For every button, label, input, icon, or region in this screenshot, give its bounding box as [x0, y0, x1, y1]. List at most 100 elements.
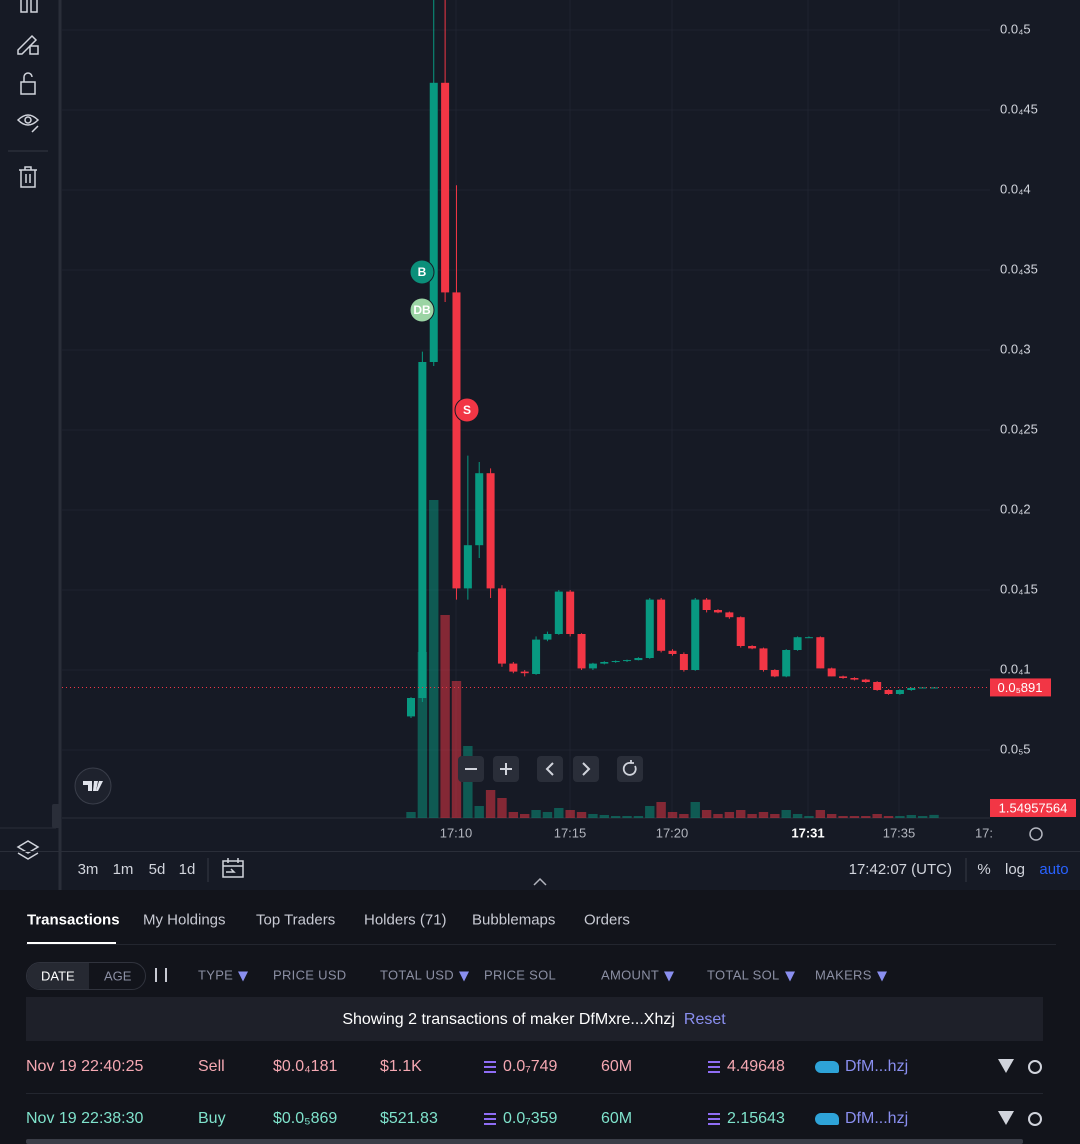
candle-layer	[407, 0, 939, 718]
whale-icon	[815, 1113, 839, 1125]
volume-bar	[849, 816, 860, 818]
tab[interactable]: My Holdings	[143, 911, 226, 929]
interval-button[interactable]: 1m	[113, 861, 134, 878]
scroll-right-button[interactable]	[573, 756, 599, 782]
table-cell: 60M	[601, 1058, 633, 1075]
trade-marker	[409, 297, 435, 323]
tool-icon[interactable]	[20, 72, 36, 95]
candle-body	[407, 698, 415, 717]
chart: 0.0₄5 0.0₄45 0.0₄4 0.0₄35 0.0₄3 0.0₄25 0.0₄2 0.…	[0, 0, 1080, 890]
table-cell: Buy	[198, 1110, 226, 1127]
candle-body	[748, 646, 757, 649]
tab[interactable]: Holders (71)	[364, 911, 447, 929]
table-cell: $1.1K	[380, 1058, 422, 1075]
table-cell: 0.0₇749	[503, 1058, 558, 1075]
table-cell: Nov 19 22:40:25	[26, 1058, 144, 1075]
scale-option[interactable]: %	[977, 861, 990, 878]
collapse-handle[interactable]	[52, 804, 61, 828]
volume-bar	[701, 810, 712, 818]
tool-icon[interactable]	[20, 0, 38, 13]
reset-button[interactable]	[617, 756, 643, 782]
trade-marker-label[interactable]: DB	[413, 303, 431, 317]
candle-body	[623, 660, 632, 662]
candle-body	[452, 292, 461, 589]
filter-icon[interactable]	[238, 971, 249, 982]
volume-bar	[520, 814, 530, 818]
scroll-left-button[interactable]	[537, 756, 563, 782]
volume-bar	[713, 814, 723, 818]
interval-button[interactable]: 1d	[179, 861, 196, 878]
sort-icon[interactable]	[155, 968, 167, 982]
volume-bar	[826, 814, 837, 818]
scale-option[interactable]: log	[1005, 861, 1025, 878]
x-tick-label: 17:15	[554, 825, 587, 840]
reset-link[interactable]: Reset	[683, 1011, 726, 1028]
tool-icon[interactable]	[17, 34, 39, 55]
icon	[582, 762, 591, 776]
candle-body	[770, 670, 779, 677]
tool-icon[interactable]	[16, 114, 40, 133]
filter-icon[interactable]	[876, 971, 887, 982]
y-tick-label: 0.0₄45	[1000, 101, 1038, 116]
track-action[interactable]	[1028, 1060, 1042, 1074]
volume-bar	[917, 816, 928, 818]
tab-underline	[27, 942, 116, 944]
sol-icon	[484, 1061, 496, 1073]
expand-icon[interactable]	[533, 877, 547, 886]
volume-bar	[565, 810, 575, 818]
trade-marker	[409, 259, 435, 285]
tv-logo[interactable]	[74, 767, 112, 805]
candle-body	[588, 663, 597, 669]
sort-option[interactable]: AGE	[104, 968, 132, 984]
candle-body	[668, 650, 677, 654]
track-action[interactable]	[1028, 1112, 1042, 1126]
filter-icon[interactable]	[664, 971, 675, 982]
tool-icon[interactable]	[19, 166, 37, 188]
date-range-icon[interactable]	[222, 858, 244, 878]
y-tick-label: 0.0₄3	[1000, 341, 1031, 356]
settings-icon[interactable]	[1029, 827, 1043, 841]
table-cell[interactable]: DfM...hzj	[845, 1058, 909, 1075]
table-cell[interactable]: DfM...hzj	[845, 1110, 909, 1127]
column-header: MAKERS	[815, 968, 887, 983]
interval-button[interactable]: 5d	[149, 861, 166, 878]
volume-bar	[474, 806, 484, 818]
column-header: TOTAL SOL	[707, 968, 795, 983]
volume-bar	[929, 814, 939, 818]
tab[interactable]: Orders	[584, 911, 630, 929]
tab[interactable]: Top Traders	[256, 911, 336, 929]
volume-bar	[588, 814, 598, 818]
filter-action[interactable]	[998, 1059, 1014, 1073]
filter-icon[interactable]	[784, 971, 795, 982]
last-price-badge	[990, 678, 1051, 697]
candle-body	[782, 650, 791, 677]
y-tick-label: 0.0₄25	[1000, 421, 1038, 436]
volume-bar	[406, 812, 416, 818]
volume-bar	[610, 816, 621, 818]
axis-layer: 0.0₄5 0.0₄45 0.0₄4 0.0₄35 0.0₄3 0.0₄25 0.0₄2 0.…	[62, 21, 1076, 840]
tab[interactable]: Transactions	[27, 911, 120, 929]
sort-option[interactable]: DATE	[41, 968, 75, 984]
tab[interactable]: Bubblemaps	[472, 911, 556, 929]
scale-option[interactable]: auto	[1039, 861, 1068, 878]
x-tick-label: 17:10	[440, 825, 473, 840]
trade-marker-label[interactable]: B	[418, 265, 427, 279]
volume-bar	[599, 815, 609, 818]
y-tick-label: 0.0₄4	[1000, 181, 1031, 196]
volume-bar	[656, 802, 666, 818]
volume-bar	[440, 615, 450, 818]
candle-body	[873, 682, 882, 690]
candle-body	[509, 663, 518, 672]
candle-body	[429, 82, 438, 363]
interval-button[interactable]: 3m	[78, 861, 99, 878]
candle-body	[611, 661, 620, 663]
filter-icon[interactable]	[458, 971, 469, 982]
candle-body	[532, 639, 541, 674]
tabs-divider	[26, 944, 1056, 945]
volume-bar	[792, 814, 803, 818]
candle-body	[600, 662, 609, 664]
trade-marker-label[interactable]: S	[463, 403, 471, 417]
filter-action[interactable]	[998, 1111, 1014, 1125]
sort-toggle	[26, 962, 146, 990]
